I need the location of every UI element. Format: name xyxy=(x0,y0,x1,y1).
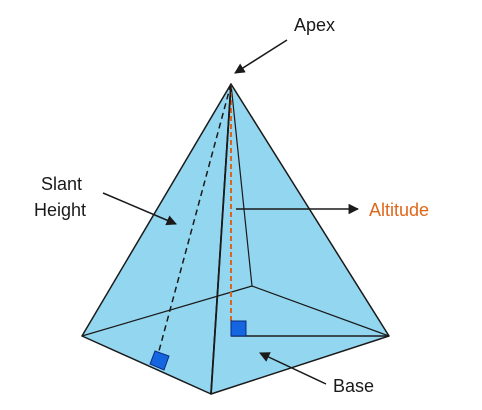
altitude-right-angle-marker xyxy=(230,320,247,337)
apex-arrow xyxy=(234,39,288,74)
front-edge xyxy=(210,83,232,395)
base-arrow xyxy=(259,352,327,385)
slant-height-line xyxy=(155,83,232,363)
slant-right-angle-marker xyxy=(149,350,170,371)
hidden-edge-back-right xyxy=(251,285,390,337)
left-face xyxy=(81,83,232,395)
hidden-edge-back-left xyxy=(81,285,253,337)
slant-height-label-line2: Height xyxy=(34,200,86,220)
right-face xyxy=(210,83,390,395)
apex-label: Apex xyxy=(294,15,335,35)
hidden-edge-apex-back xyxy=(230,83,253,287)
altitude-label: Altitude xyxy=(369,200,429,220)
base-label: Base xyxy=(333,376,374,396)
slant-height-arrow xyxy=(102,192,177,226)
slant-height-label-line1: Slant xyxy=(41,174,82,194)
